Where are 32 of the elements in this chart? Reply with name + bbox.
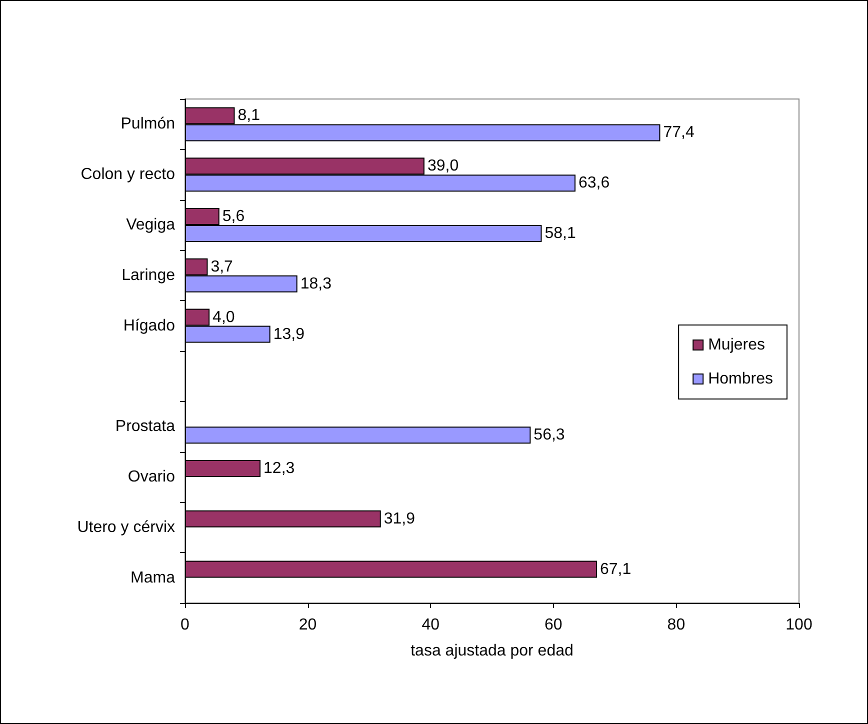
data-label: 8,1: [238, 107, 260, 124]
data-label: 67,1: [600, 560, 632, 578]
data-label: 13,9: [273, 326, 305, 343]
x-tick-label: 40: [422, 616, 440, 634]
data-label: 56,3: [534, 426, 565, 444]
data-label: 31,9: [384, 510, 416, 528]
data-label: 4,0: [212, 308, 235, 326]
y-tick-label: Pulmón: [120, 116, 175, 133]
data-label: 39,0: [427, 158, 459, 175]
y-tick-label: Laringe: [122, 266, 176, 284]
x-axis-title: tasa ajustada por edad: [410, 642, 574, 660]
y-tick-label: Utero y cérvix: [77, 518, 175, 536]
x-tick-label: 20: [298, 616, 317, 634]
y-tick-label: Prostata: [115, 418, 176, 436]
data-label: 58,1: [544, 225, 576, 242]
x-tick-label: 60: [544, 616, 562, 634]
data-label: 63,6: [578, 174, 610, 192]
data-label: 3,7: [210, 258, 234, 276]
x-tick-label: 100: [786, 616, 812, 634]
legend-label: Mujeres: [708, 336, 765, 354]
data-label: 77,4: [663, 124, 694, 142]
y-tick-label: Colon y recto: [80, 166, 176, 184]
y-tick-label: Mama: [130, 569, 176, 586]
x-tick-label: 0: [180, 616, 190, 634]
legend-label: Hombres: [708, 370, 773, 388]
data-label: 5,6: [222, 208, 245, 225]
y-tick-label: Ovario: [128, 468, 176, 486]
data-label: 12,3: [264, 460, 295, 477]
x-tick-label: 80: [667, 616, 686, 634]
data-label: 18,3: [300, 275, 332, 292]
y-tick-label: Vegiga: [126, 216, 176, 234]
y-tick-label: Hígado: [123, 317, 176, 334]
